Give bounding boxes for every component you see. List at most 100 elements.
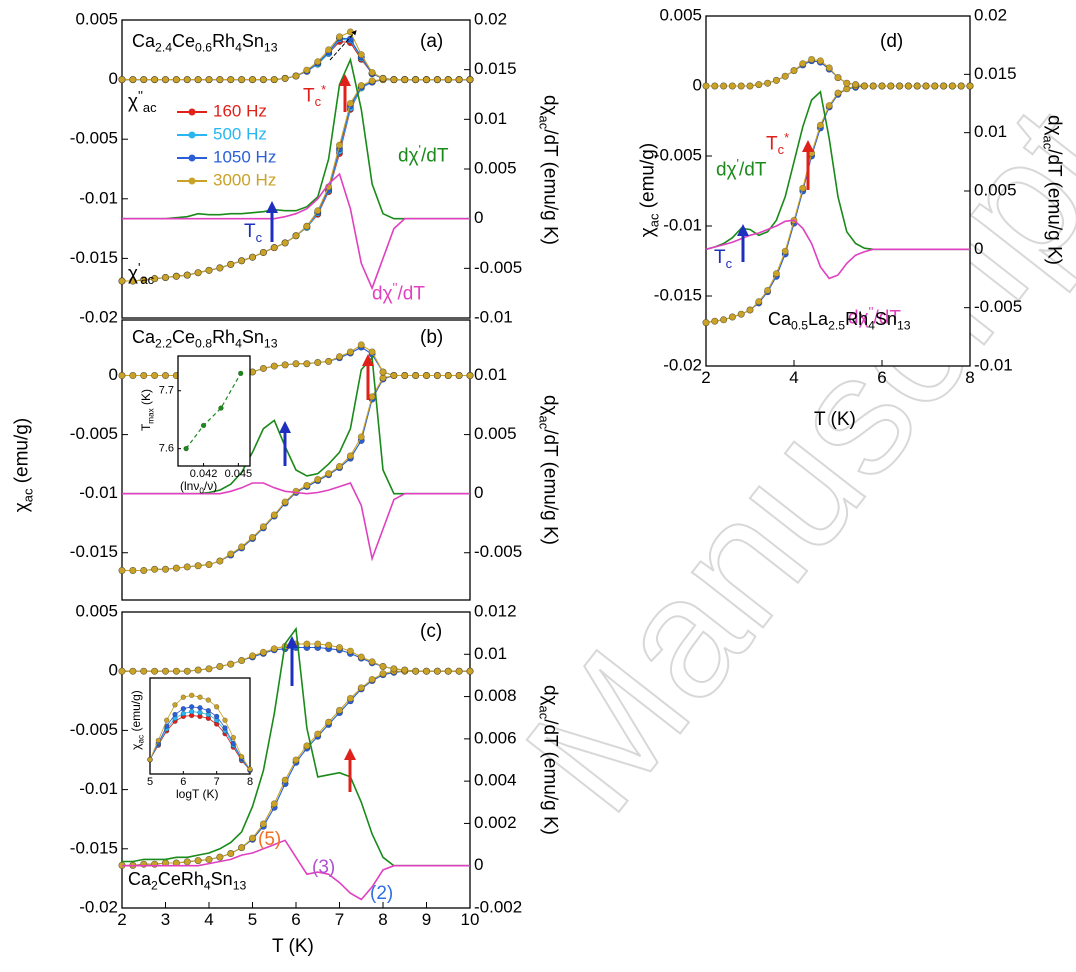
- data-point: [869, 82, 877, 90]
- y2-tick-label: -0.005: [474, 258, 522, 277]
- data-point: [764, 286, 772, 294]
- annotation: (5): [258, 829, 282, 850]
- data-point: [834, 74, 842, 82]
- data-point: [227, 550, 235, 558]
- data-point: [183, 858, 191, 866]
- inset-y-label: Tmax (K): [139, 388, 156, 432]
- data-point: [379, 368, 387, 376]
- data-point: [118, 566, 126, 574]
- x-tick-label: 4: [789, 368, 798, 387]
- data-point: [270, 800, 278, 808]
- data-point: [183, 667, 191, 675]
- data-point: [216, 662, 224, 670]
- data-point: [433, 667, 441, 675]
- x-tick-label: 0.042: [190, 468, 218, 480]
- y2-tick-label: 0.008: [474, 686, 517, 705]
- y2-tick-label: 0.002: [474, 813, 517, 832]
- x-tick-label: 8: [378, 910, 387, 929]
- data-point: [238, 754, 245, 760]
- y2-tick-label: 0: [474, 208, 483, 227]
- data-point: [335, 33, 343, 41]
- x-tick-label: 6: [877, 368, 886, 387]
- data-point: [922, 82, 930, 90]
- y2-tick-label: 0: [474, 483, 483, 502]
- plot-frame: [177, 355, 251, 467]
- data-point: [129, 372, 137, 380]
- x-tick-label: 6: [291, 910, 300, 929]
- data-point: [238, 257, 246, 265]
- y2-tick-label: 0.01: [474, 109, 507, 128]
- data-point: [825, 64, 833, 72]
- data-point: [140, 566, 148, 574]
- data-point: [433, 372, 441, 380]
- x-tick-label: 8: [965, 368, 974, 387]
- y-tick-label: 0: [109, 365, 118, 384]
- y-tick-label: -0.005: [70, 720, 118, 739]
- data-point: [238, 657, 246, 665]
- data-point: [292, 360, 300, 368]
- legend-marker: [188, 154, 196, 162]
- x-tick-label: 2: [117, 910, 126, 929]
- data-point: [183, 76, 191, 84]
- data-point: [259, 364, 267, 372]
- data-point: [746, 306, 754, 314]
- data-point: [172, 272, 180, 280]
- panel-label: (d): [880, 31, 904, 52]
- data-point: [222, 717, 228, 723]
- data-point: [172, 564, 180, 572]
- data-point: [422, 76, 430, 84]
- y-tick-label: -0.01: [663, 215, 702, 234]
- data-point: [172, 76, 180, 84]
- y2-tick-label: 0: [474, 855, 483, 874]
- data-point: [259, 523, 267, 531]
- data-point: [172, 711, 178, 718]
- data-point: [314, 640, 322, 648]
- legend-label: 500 Hz: [213, 124, 267, 143]
- data-point: [281, 74, 289, 82]
- data-point: [270, 244, 278, 252]
- data-point: [799, 184, 807, 192]
- data-point: [238, 370, 244, 377]
- data-point: [346, 28, 354, 36]
- data-point: [412, 372, 420, 380]
- data-point: [281, 776, 289, 784]
- data-point: [834, 89, 842, 97]
- data-point: [238, 543, 246, 551]
- data-point: [368, 68, 376, 76]
- y2-tick-label: 0.01: [474, 644, 507, 663]
- data-point: [390, 665, 398, 673]
- data-point: [368, 393, 376, 401]
- y-tick-label: 0: [109, 661, 118, 680]
- data-point: [249, 253, 257, 261]
- data-point: [205, 707, 212, 714]
- data-point: [852, 81, 860, 89]
- data-point: [737, 82, 745, 90]
- data-point: [216, 853, 224, 861]
- data-point: [896, 82, 904, 90]
- annotation: Tc: [714, 247, 733, 271]
- data-point: [227, 76, 235, 84]
- data-point: [702, 82, 710, 90]
- data-point: [357, 653, 365, 661]
- data-point: [335, 353, 343, 361]
- data-point: [129, 566, 137, 574]
- data-point: [433, 76, 441, 84]
- data-point: [940, 82, 948, 90]
- data-point: [728, 313, 736, 321]
- data-point: [281, 498, 289, 506]
- data-point: [183, 563, 191, 571]
- data-point: [346, 694, 354, 702]
- panel-title: Ca0.5La2.5Rh4Sn13: [768, 309, 911, 333]
- data-point: [222, 725, 228, 731]
- data-point: [183, 271, 191, 279]
- y-tick-label: -0.01: [79, 779, 118, 798]
- data-point: [390, 372, 398, 380]
- x-tick-label: 8: [247, 776, 253, 788]
- data-point: [205, 697, 212, 703]
- data-point: [155, 737, 162, 744]
- x-tick-label: 4: [204, 910, 213, 929]
- data-point: [368, 675, 376, 683]
- data-point: [216, 264, 224, 272]
- data-point: [444, 76, 452, 84]
